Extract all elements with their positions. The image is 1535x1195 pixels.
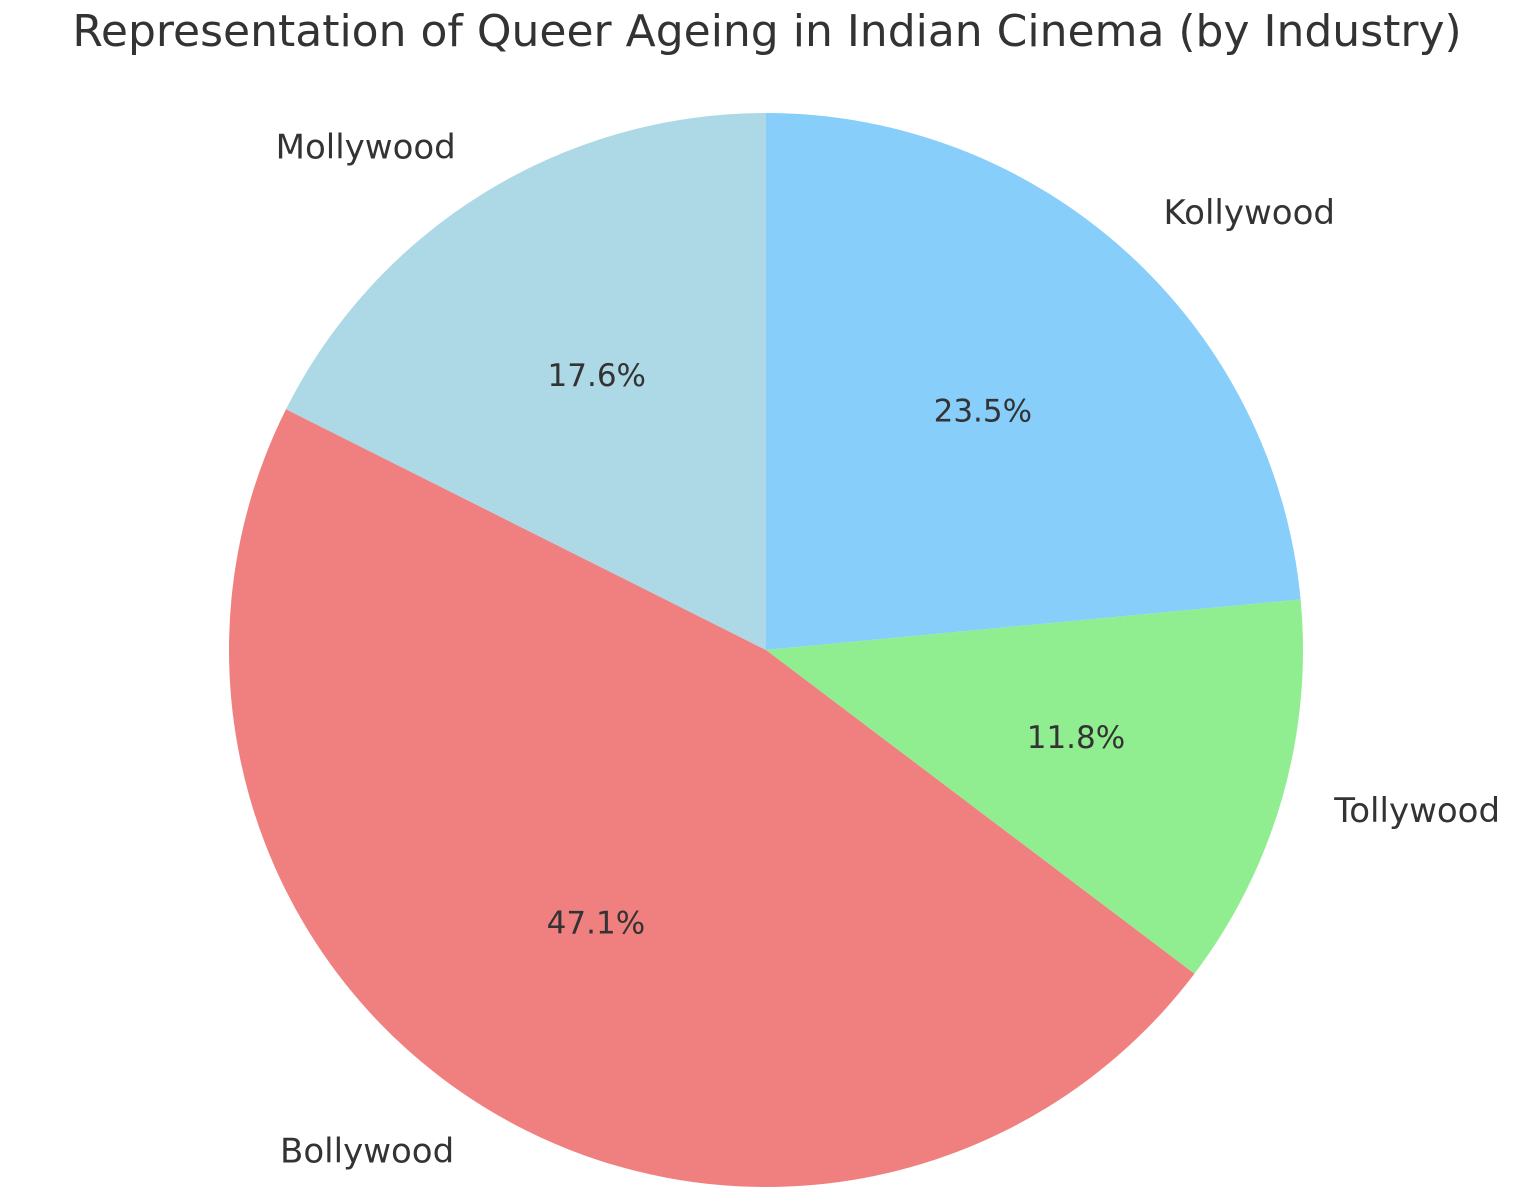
pie-slice-mollywood xyxy=(286,113,766,650)
slice-label-tollywood: Tollywood xyxy=(1333,791,1500,831)
pie-slice-tollywood xyxy=(766,599,1304,974)
slice-label-bollywood: Bollywood xyxy=(280,1132,454,1172)
slice-label-mollywood: Mollywood xyxy=(276,127,456,167)
chart-title: Representation of Queer Ageing in Indian… xyxy=(72,6,1461,57)
slice-percent-bollywood: 47.1% xyxy=(547,906,645,942)
slice-percent-mollywood: 17.6% xyxy=(548,358,646,394)
pie-labels: Kollywood 23.5% Tollywood 11.8% Bollywood 47.… xyxy=(276,127,1500,1171)
slice-percent-kollywood: 23.5% xyxy=(934,394,1032,430)
slice-percent-tollywood: 11.8% xyxy=(1027,720,1125,756)
pie-slices xyxy=(228,113,1304,1187)
pie-slice-kollywood xyxy=(766,113,1301,650)
slice-label-kollywood: Kollywood xyxy=(1164,193,1335,233)
pie-slice-bollywood xyxy=(228,409,1195,1187)
